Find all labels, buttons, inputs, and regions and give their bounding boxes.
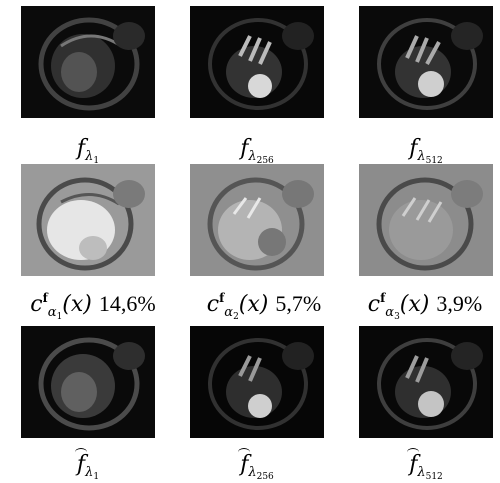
panel-fhat-lambda256 [190, 326, 324, 438]
caption-f-lambda1: fλ1 [76, 136, 100, 166]
caption-fhat-lambda1: fλ1 [74, 448, 100, 482]
caption-c-alpha3: cfα3(x) 3,9% [367, 291, 483, 322]
caption-fhat-lambda256: fλ256 [238, 448, 274, 482]
panel-f-lambda256 [190, 6, 324, 118]
caption-c-alpha2: cfα2(x) 5,7% [206, 291, 322, 322]
caption-fhat-lambda512: fλ512 [407, 448, 443, 482]
panel-c-alpha3 [359, 164, 493, 276]
caption-c-alpha1: cfα1(x) 14,6% [30, 291, 156, 322]
panel-f-lambda512 [359, 6, 493, 118]
panel-c-alpha1 [21, 164, 155, 276]
caption-f-lambda256: fλ256 [240, 136, 274, 166]
panel-fhat-lambda1 [21, 326, 155, 438]
panel-fhat-lambda512 [359, 326, 493, 438]
panel-f-lambda1 [21, 6, 155, 118]
panel-c-alpha2 [190, 164, 324, 276]
caption-f-lambda512: fλ512 [409, 136, 443, 166]
